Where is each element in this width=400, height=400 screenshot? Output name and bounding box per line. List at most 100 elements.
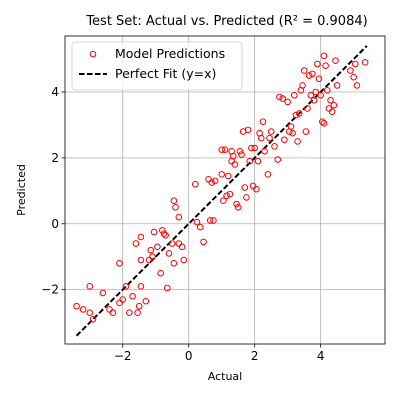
scatter-point <box>211 177 219 185</box>
scatter-point <box>109 309 117 317</box>
y-tick-label: 0 <box>51 217 59 231</box>
scatter-point <box>137 283 145 290</box>
scatter-point <box>295 110 303 117</box>
scatter-point <box>163 284 171 292</box>
legend-label-fit-line: Perfect Fit (y=x) <box>115 66 216 81</box>
scatter-point <box>300 67 308 74</box>
scatter-point <box>332 57 339 65</box>
scatter-point <box>312 88 320 96</box>
scatter-point <box>304 105 311 112</box>
scatter-point <box>129 292 136 300</box>
scatter-point <box>253 185 260 193</box>
scatter-point <box>347 67 354 74</box>
scatter-point <box>327 96 334 104</box>
scatter-point <box>218 171 226 178</box>
scatter-point <box>218 146 226 153</box>
scatter-point <box>231 161 239 168</box>
scatter-point <box>175 213 183 221</box>
scatter-point <box>274 156 282 163</box>
scatter-point <box>315 75 323 83</box>
scatter-point <box>132 240 140 247</box>
scatter-point <box>328 108 336 116</box>
scatter-point <box>305 72 313 79</box>
scatter-point <box>73 302 80 310</box>
scatter-point <box>165 250 173 257</box>
scatter-point <box>192 180 199 188</box>
scatter-point <box>317 91 324 99</box>
scatter-points <box>73 52 369 323</box>
scatter-point <box>178 243 186 251</box>
scatter-point <box>254 157 262 165</box>
scatter-point <box>196 223 204 231</box>
axis-ticks: −2 0 2 4 −2 0 2 4 <box>41 85 324 363</box>
scatter-point <box>220 197 227 205</box>
scatter-point <box>323 87 331 94</box>
scatter-point <box>224 172 232 180</box>
scatter-point <box>333 82 341 89</box>
scatter-point <box>314 60 321 68</box>
scatter-point <box>290 91 298 99</box>
scatter-point <box>299 82 306 89</box>
scatter-point <box>279 95 287 102</box>
legend: Model Predictions Perfect Fit (y=x) <box>71 41 243 91</box>
scatter-point <box>289 129 296 137</box>
scatter-point <box>236 147 244 155</box>
chart-title: Test Set: Actual vs. Predicted (R² = 0.9… <box>85 14 367 29</box>
scatter-point <box>170 259 178 267</box>
scatter-point <box>205 175 212 183</box>
scatter-point <box>134 309 141 317</box>
scatter-point <box>116 259 123 267</box>
x-tick-label: 0 <box>185 349 193 363</box>
scatter-point <box>208 179 216 186</box>
scatter-point <box>162 231 169 239</box>
scatter-point <box>223 192 230 200</box>
y-tick-label: 2 <box>51 151 59 165</box>
scatter-point <box>210 217 217 224</box>
x-tick-label: 4 <box>317 349 325 363</box>
scatter-point <box>261 147 268 155</box>
scatter-point <box>86 283 94 290</box>
y-tick-label: 4 <box>51 85 59 99</box>
scatter-point <box>119 296 127 303</box>
perfect-fit-line <box>75 45 368 337</box>
scatter-point <box>248 144 255 152</box>
scatter-point <box>292 111 300 119</box>
scatter-point <box>137 233 145 241</box>
plot-frame <box>64 35 386 345</box>
scatter-point <box>281 136 288 144</box>
scatter-point <box>116 299 123 307</box>
scatter-point <box>142 297 150 305</box>
scatter-point <box>267 128 275 135</box>
scatter-point <box>309 70 316 78</box>
scatter-point <box>330 101 338 109</box>
scatter-point <box>238 151 245 158</box>
scatter-point <box>79 306 87 313</box>
scatter-point <box>175 240 183 247</box>
scatter-point <box>226 190 234 198</box>
scatter-point <box>106 306 113 313</box>
legend-marker-predictions <box>89 50 97 58</box>
scatter-point <box>99 289 107 297</box>
scatter-point <box>244 126 252 134</box>
scatter-point <box>319 118 326 125</box>
scatter-point <box>251 144 258 152</box>
scatter-point <box>180 256 188 264</box>
scatter-point <box>325 105 333 112</box>
scatter-point <box>264 171 272 178</box>
x-tick-label: −2 <box>114 349 132 363</box>
scatter-point <box>221 146 229 153</box>
scatter-point <box>271 143 278 150</box>
scatter-point <box>149 253 156 261</box>
scatter-point <box>353 82 361 89</box>
scatter-point <box>233 200 240 208</box>
scatter-point <box>310 96 318 104</box>
scatter-point <box>89 315 97 323</box>
scatter-point <box>193 218 201 226</box>
scatter-point <box>241 184 249 191</box>
scatter-point <box>168 240 176 247</box>
scatter-point <box>320 52 328 60</box>
scatter-point <box>154 243 161 251</box>
x-axis-label: Actual <box>208 370 242 383</box>
scatter-point <box>234 203 242 211</box>
scatter-point <box>246 157 254 165</box>
